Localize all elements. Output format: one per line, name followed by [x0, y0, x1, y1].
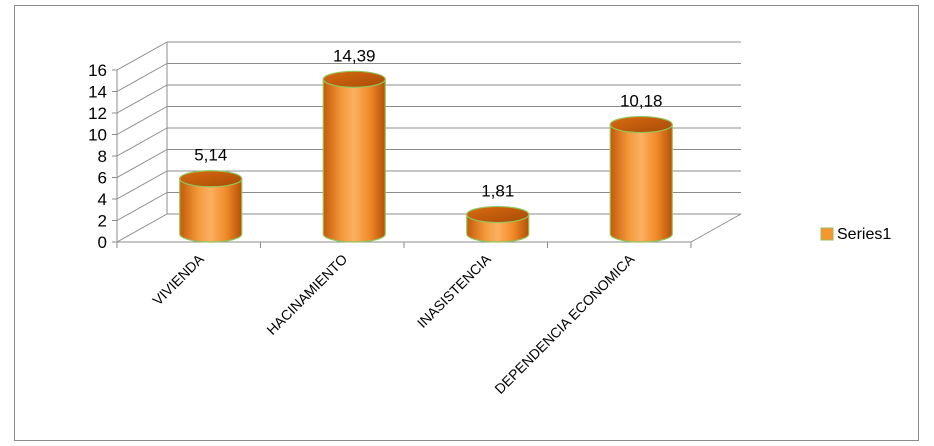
data-label: 14,39 [333, 46, 376, 65]
category-label: DEPENDENCIA ECONOMICA [491, 250, 638, 397]
category-label: VIVIENDA [149, 250, 207, 308]
bar-body [322, 78, 386, 243]
wall-gridline [116, 84, 168, 114]
bar [322, 70, 386, 243]
y-tick-label: 4 [98, 190, 107, 209]
y-tick-label: 8 [98, 147, 107, 166]
bar [609, 115, 673, 243]
wall-gridline [116, 213, 168, 243]
wall-gridline [116, 192, 168, 221]
bar-top [466, 205, 530, 224]
bar [466, 205, 530, 243]
bars-layer [179, 70, 673, 243]
legend: Series1 [820, 226, 891, 243]
bar-body [179, 178, 243, 243]
y-tick-label: 0 [98, 233, 107, 252]
data-label: 5,14 [194, 146, 227, 165]
bar-chart: 0 2 4 6 8 10 12 14 16 5,14 14,39 1,81 10,18 VIVIENDA… [88, 41, 891, 397]
wall-gridline [116, 127, 168, 157]
y-tick-label: 10 [88, 126, 107, 145]
wall-gridline [116, 170, 168, 200]
grid-layer [116, 41, 741, 243]
bar [179, 170, 243, 243]
bar-top [179, 170, 243, 188]
y-tick-label: 16 [88, 61, 107, 80]
category-label: HACINAMIENTO [263, 251, 350, 338]
legend-label: Series1 [837, 226, 891, 243]
y-tick-label: 12 [88, 104, 107, 123]
bar-top [609, 115, 673, 134]
wall-gridline [116, 106, 168, 135]
wall-gridline [116, 149, 168, 178]
wall-gridline [116, 41, 168, 71]
wall-gridline [116, 63, 168, 92]
y-tick-label: 6 [98, 169, 107, 188]
y-tick-label: 14 [88, 83, 107, 102]
bar-top [322, 70, 386, 88]
data-label: 10,18 [620, 92, 663, 111]
chart-frame: 0 2 4 6 8 10 12 14 16 5,14 14,39 1,81 10,18 VIVIENDA… [14, 5, 919, 441]
legend-swatch [820, 227, 834, 241]
data-label: 1,81 [481, 182, 514, 201]
floor-right-edge [690, 213, 742, 243]
y-tick-label: 2 [98, 212, 107, 231]
category-label: INASISTENCIA [414, 250, 495, 331]
bar-body [609, 123, 673, 243]
